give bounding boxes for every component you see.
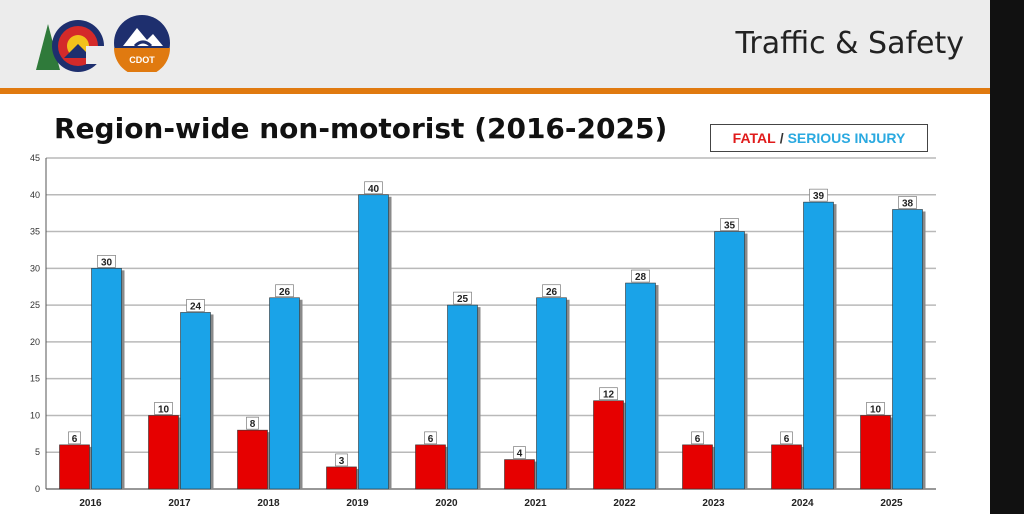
data-label-box xyxy=(631,269,650,283)
data-label-box xyxy=(335,453,348,467)
x-tick-label: 2023 xyxy=(702,498,725,509)
data-label-box xyxy=(720,218,739,231)
window-edge xyxy=(990,0,1024,514)
data-label-box xyxy=(186,299,205,312)
slide: CDOT Traffic & Safety Region-wide non-mo… xyxy=(0,0,990,514)
bar-serious-injury xyxy=(536,297,567,490)
data-label-fatal: 10 xyxy=(158,404,170,415)
data-label-box xyxy=(780,431,793,445)
bar-serious-injury xyxy=(447,304,478,490)
cdot-logo-text: CDOT xyxy=(129,55,155,65)
data-label-box xyxy=(691,431,704,445)
y-tick-label: 30 xyxy=(30,263,40,273)
section-title: Traffic & Safety xyxy=(735,26,964,61)
bar-serious-injury xyxy=(803,201,834,490)
data-label-fatal: 8 xyxy=(250,419,256,430)
x-tick-label: 2025 xyxy=(880,498,903,509)
x-tick-label: 2017 xyxy=(168,498,191,509)
y-tick-label: 10 xyxy=(30,410,40,420)
data-label-box xyxy=(513,446,526,459)
header-divider xyxy=(0,88,990,94)
bar-fatal xyxy=(682,444,713,490)
data-label-box xyxy=(364,181,383,195)
y-tick-label: 20 xyxy=(30,337,40,347)
data-label-serious-injury: 40 xyxy=(368,184,380,195)
y-tick-label: 40 xyxy=(30,190,40,200)
colorado-logo-icon xyxy=(36,20,106,72)
bar-fatal xyxy=(860,415,891,490)
x-tick-label: 2019 xyxy=(346,498,369,509)
bar-fatal xyxy=(237,429,268,490)
data-label-box xyxy=(542,284,561,298)
data-label-box xyxy=(809,188,828,202)
data-label-box xyxy=(453,291,472,305)
data-label-serious-injury: 30 xyxy=(101,257,113,268)
x-tick-label: 2021 xyxy=(524,498,547,509)
bar-serious-injury xyxy=(714,231,745,490)
data-label-box xyxy=(898,196,917,209)
y-tick-label: 45 xyxy=(30,153,40,163)
bar-fatal xyxy=(415,444,446,490)
data-label-box xyxy=(275,284,294,298)
bar-serious-injury xyxy=(892,209,923,490)
data-label-fatal: 12 xyxy=(603,390,615,401)
data-label-fatal: 6 xyxy=(72,434,78,445)
bar-serious-injury xyxy=(269,297,300,490)
bar-serious-injury xyxy=(180,312,211,490)
y-tick-label: 5 xyxy=(35,447,40,457)
data-label-fatal: 6 xyxy=(784,434,790,445)
x-tick-label: 2022 xyxy=(613,498,636,509)
bar-fatal xyxy=(148,415,179,490)
bar-fatal xyxy=(59,444,90,490)
data-label-serious-injury: 25 xyxy=(457,294,469,305)
bar-fatal xyxy=(593,400,624,490)
x-tick-label: 2016 xyxy=(79,498,102,509)
x-tick-label: 2020 xyxy=(435,498,458,509)
legend-separator: / xyxy=(779,130,784,146)
data-label-fatal: 4 xyxy=(517,449,523,460)
data-label-fatal: 10 xyxy=(870,404,882,415)
data-label-box xyxy=(866,402,885,415)
bar-fatal xyxy=(326,466,357,490)
bar-fatal xyxy=(504,459,535,490)
y-tick-label: 0 xyxy=(35,484,40,494)
data-label-serious-injury: 35 xyxy=(724,221,736,232)
bar-serious-injury xyxy=(91,268,122,490)
data-label-serious-injury: 26 xyxy=(279,287,291,298)
data-label-fatal: 6 xyxy=(428,434,434,445)
data-label-serious-injury: 39 xyxy=(813,191,825,202)
bar-fatal xyxy=(771,444,802,490)
data-label-box xyxy=(68,431,81,445)
data-label-serious-injury: 38 xyxy=(902,198,914,209)
data-label-serious-injury: 24 xyxy=(190,301,202,312)
data-label-serious-injury: 26 xyxy=(546,287,558,298)
cdot-logo-icon: CDOT xyxy=(114,15,170,72)
data-label-serious-injury: 28 xyxy=(635,272,647,283)
y-tick-label: 25 xyxy=(30,300,40,310)
header-bar: CDOT Traffic & Safety xyxy=(0,0,990,88)
data-label-box xyxy=(246,416,259,430)
data-label-box xyxy=(97,255,116,268)
legend-fatal: FATAL xyxy=(732,130,776,146)
data-label-box xyxy=(599,387,618,401)
data-label-fatal: 3 xyxy=(339,456,345,467)
x-tick-label: 2018 xyxy=(257,498,280,509)
x-tick-label: 2024 xyxy=(791,498,814,509)
chart-legend: FATAL / SERIOUS INJURY xyxy=(710,124,928,152)
data-label-box xyxy=(154,402,173,415)
bar-serious-injury xyxy=(625,282,656,490)
bar-chart: 0510152025303540456302016102420178262018… xyxy=(30,153,936,509)
data-label-fatal: 6 xyxy=(695,434,701,445)
data-label-box xyxy=(424,431,437,445)
y-tick-label: 15 xyxy=(30,374,40,384)
y-tick-label: 35 xyxy=(30,227,40,237)
legend-serious-injury: SERIOUS INJURY xyxy=(787,130,906,146)
bar-serious-injury xyxy=(358,194,389,490)
chart-title: Region-wide non-motorist (2016-2025) xyxy=(54,112,668,145)
